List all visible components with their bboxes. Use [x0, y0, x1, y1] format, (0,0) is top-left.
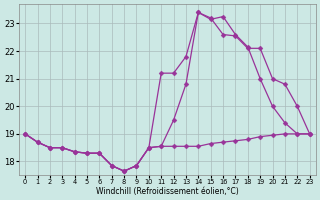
X-axis label: Windchill (Refroidissement éolien,°C): Windchill (Refroidissement éolien,°C) — [96, 187, 239, 196]
